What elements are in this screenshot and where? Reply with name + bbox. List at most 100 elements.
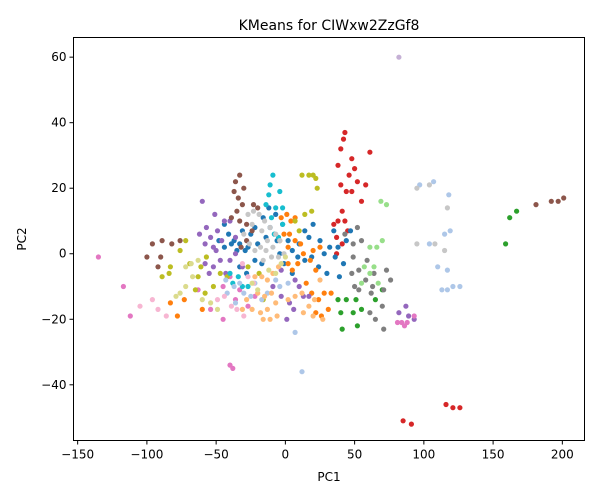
data-point	[306, 234, 312, 240]
data-point	[354, 323, 360, 329]
data-point	[350, 310, 356, 316]
data-point	[214, 306, 221, 312]
data-point	[227, 257, 233, 263]
data-point	[278, 261, 284, 267]
data-point	[232, 179, 239, 185]
data-point	[234, 208, 240, 214]
points-layer	[95, 54, 567, 427]
data-point	[299, 290, 305, 296]
data-point	[195, 257, 201, 263]
data-point	[210, 264, 216, 270]
data-point	[300, 310, 306, 316]
data-point	[237, 172, 243, 178]
data-point	[282, 254, 288, 260]
data-point	[291, 306, 297, 312]
data-point	[358, 306, 365, 312]
data-point	[292, 293, 298, 299]
data-point	[190, 274, 196, 280]
data-point	[292, 238, 298, 244]
data-point	[273, 300, 279, 306]
data-point	[237, 280, 243, 286]
cluster-3	[335, 208, 520, 332]
data-point	[311, 297, 318, 303]
data-point	[244, 221, 250, 227]
data-point	[367, 149, 373, 155]
data-point	[273, 211, 279, 217]
data-point	[442, 247, 448, 254]
data-point	[379, 303, 385, 309]
data-point	[245, 283, 251, 290]
data-point	[267, 182, 273, 188]
data-point	[289, 247, 295, 254]
x-tick-label: −150	[61, 448, 94, 462]
data-point	[232, 234, 239, 240]
y-tick-label: 0	[59, 247, 67, 261]
y-tick-label: −20	[41, 312, 66, 326]
data-point	[248, 293, 254, 299]
data-point	[241, 313, 247, 319]
data-point	[350, 241, 356, 247]
x-tick-label: 0	[282, 448, 290, 462]
cluster-9	[227, 172, 286, 290]
x-tick-label: −50	[203, 448, 228, 462]
data-point	[159, 274, 165, 280]
data-point	[183, 264, 189, 270]
data-point	[217, 257, 223, 263]
data-point	[221, 293, 227, 299]
data-point	[280, 221, 286, 227]
plot-area-frame	[73, 37, 585, 441]
data-point	[317, 244, 323, 250]
data-point	[364, 257, 370, 263]
data-point	[328, 290, 334, 296]
cluster-16	[396, 54, 402, 60]
data-point	[325, 306, 331, 312]
data-point	[313, 267, 319, 273]
data-point	[239, 261, 245, 267]
data-point	[239, 202, 245, 208]
data-point	[367, 310, 373, 316]
x-tick-label: −100	[130, 448, 163, 462]
data-point	[394, 319, 401, 326]
cluster-14	[137, 261, 257, 319]
data-point	[339, 208, 345, 214]
data-point	[292, 329, 298, 335]
data-point	[228, 303, 234, 309]
y-tick-label: 20	[51, 181, 66, 195]
data-point	[256, 211, 262, 217]
data-point	[350, 254, 356, 260]
data-point	[270, 283, 276, 290]
data-point	[214, 228, 221, 234]
data-point	[249, 306, 255, 312]
data-point	[379, 238, 385, 244]
data-point	[278, 293, 284, 299]
cluster-15	[173, 254, 288, 312]
data-point	[342, 129, 348, 136]
data-point	[285, 238, 291, 244]
data-point	[442, 231, 448, 237]
data-point	[266, 267, 272, 273]
data-point	[361, 264, 367, 270]
chart-title: KMeans for CIWxw2ZzGf8	[239, 18, 420, 34]
data-point	[443, 401, 449, 408]
data-point	[335, 162, 341, 168]
data-point	[199, 306, 205, 312]
data-point	[302, 211, 308, 217]
data-point	[274, 313, 280, 319]
data-point	[340, 261, 347, 267]
data-point	[252, 257, 258, 263]
data-point	[259, 228, 265, 234]
data-point	[237, 218, 243, 224]
data-point	[183, 283, 189, 290]
data-point	[444, 287, 450, 293]
data-point	[217, 270, 223, 276]
data-point	[296, 228, 302, 234]
data-point	[245, 264, 251, 270]
data-point	[292, 277, 298, 283]
data-point	[245, 274, 251, 280]
data-point	[414, 185, 420, 191]
data-point	[250, 202, 257, 208]
data-point	[450, 283, 456, 290]
data-point	[284, 211, 290, 217]
data-point	[144, 254, 150, 260]
